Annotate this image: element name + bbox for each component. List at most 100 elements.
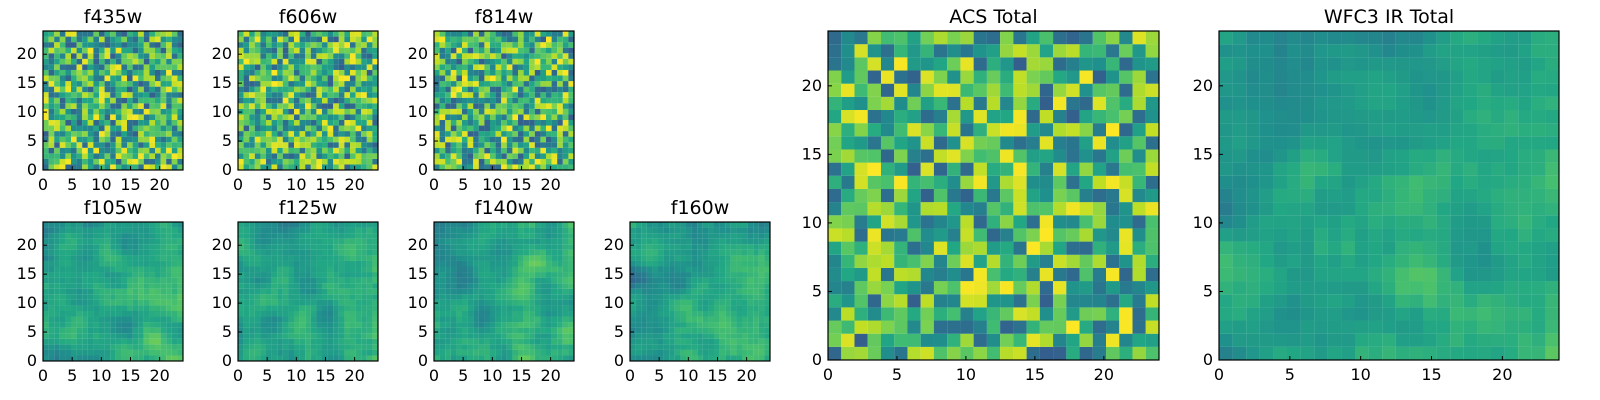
- heatmap-cell: [282, 119, 289, 126]
- heatmap-cell: [534, 333, 541, 339]
- heatmap-cell: [344, 277, 351, 284]
- heatmap-cell: [445, 142, 451, 148]
- heatmap-cell: [238, 142, 244, 148]
- heatmap-cell: [753, 316, 759, 323]
- heatmap-cell: [294, 75, 300, 82]
- heatmap-cell: [445, 227, 451, 234]
- heatmap-cell: [557, 238, 563, 245]
- heatmap-cell: [512, 153, 519, 159]
- heatmap-cell: [127, 288, 133, 295]
- heatmap-cell: [333, 58, 339, 65]
- heatmap-cell: [697, 338, 703, 345]
- heatmap-cell: [305, 322, 311, 328]
- heatmap-cell: [166, 283, 172, 289]
- heatmap-cell: [115, 344, 122, 350]
- heatmap-cell: [48, 277, 55, 284]
- heatmap-cell: [907, 228, 921, 242]
- heatmap-cell: [299, 283, 306, 289]
- heatmap-cell: [43, 305, 49, 312]
- y-tick-label: 0: [27, 160, 37, 179]
- heatmap-cell: [467, 125, 474, 132]
- y-tick-label: 20: [17, 235, 37, 254]
- heatmap-cell: [54, 108, 60, 115]
- heatmap-cell: [121, 136, 128, 143]
- heatmap-cell: [445, 47, 451, 54]
- heatmap-cell: [271, 64, 278, 70]
- heatmap-cell: [127, 92, 133, 98]
- heatmap-cell: [143, 42, 150, 48]
- heatmap-cell: [456, 233, 463, 239]
- heatmap-cell: [149, 255, 156, 261]
- heatmap-cell: [506, 125, 513, 132]
- heatmap-cell: [121, 227, 128, 234]
- heatmap-cell: [686, 338, 692, 345]
- heatmap-cell: [557, 294, 563, 300]
- heatmap-cell: [322, 31, 328, 37]
- heatmap-cell: [132, 69, 139, 76]
- heatmap-cell: [506, 327, 513, 334]
- heatmap-cell: [450, 227, 457, 234]
- heatmap-cell: [143, 310, 150, 317]
- heatmap-cell: [305, 294, 311, 300]
- heatmap-cell: [266, 333, 272, 339]
- heatmap-cell: [764, 338, 771, 345]
- heatmap-cell: [501, 255, 507, 261]
- heatmap-cell: [299, 344, 306, 350]
- heatmap-cell: [327, 288, 334, 295]
- heatmap-cell: [266, 142, 272, 148]
- heatmap-cell: [753, 344, 759, 350]
- heatmap-cell: [828, 346, 842, 361]
- heatmap-cell: [82, 86, 88, 93]
- heatmap-cell: [160, 233, 167, 239]
- heatmap-cell: [540, 310, 547, 317]
- heatmap-cell: [478, 255, 485, 261]
- heatmap-cell: [76, 164, 83, 171]
- heatmap-cell: [512, 97, 519, 104]
- heatmap-cell: [484, 222, 491, 228]
- heatmap-cell: [562, 227, 569, 234]
- heatmap-cell: [506, 131, 513, 137]
- heatmap-cell: [171, 36, 178, 43]
- heatmap-cell: [305, 227, 311, 234]
- heatmap-cell: [495, 344, 502, 350]
- heatmap-cell: [93, 355, 100, 362]
- heatmap-cell: [155, 255, 161, 261]
- y-tick-label: 20: [212, 235, 232, 254]
- heatmap-cell: [686, 283, 692, 289]
- heatmap-cell: [155, 227, 161, 234]
- heatmap-cell: [271, 103, 278, 109]
- heatmap-cell: [271, 277, 278, 284]
- heatmap-cell: [462, 42, 468, 48]
- heatmap-cell: [132, 338, 139, 345]
- heatmap-cell: [478, 125, 485, 132]
- heatmap-cell: [155, 136, 161, 143]
- heatmap-cell: [333, 294, 339, 300]
- heatmap-cell: [484, 75, 491, 82]
- heatmap-cell: [1145, 162, 1160, 176]
- heatmap-cell: [82, 153, 88, 159]
- heatmap-cell: [155, 222, 161, 228]
- heatmap-cell: [299, 136, 306, 143]
- heatmap-cell: [506, 255, 513, 261]
- heatmap-cell: [512, 58, 519, 65]
- heatmap-cell: [462, 283, 468, 289]
- heatmap-cell: [238, 349, 244, 356]
- heatmap-cell: [635, 355, 642, 362]
- heatmap-cell: [646, 227, 653, 234]
- heatmap-cell: [121, 244, 128, 250]
- heatmap-cell: [338, 327, 345, 334]
- heatmap-cell: [271, 322, 278, 328]
- x-tick-label: 20: [149, 366, 169, 385]
- heatmap-cell: [894, 241, 908, 255]
- heatmap-cell: [243, 153, 250, 159]
- heatmap-cell: [753, 227, 759, 234]
- heatmap-cell: [434, 227, 440, 234]
- heatmap-cell: [450, 69, 457, 76]
- heatmap-cell: [439, 294, 446, 300]
- heatmap-cell: [249, 333, 255, 339]
- heatmap-cell: [171, 31, 178, 37]
- heatmap-cell: [562, 266, 569, 273]
- heatmap-cell: [361, 142, 367, 148]
- heatmap-cell: [753, 327, 759, 334]
